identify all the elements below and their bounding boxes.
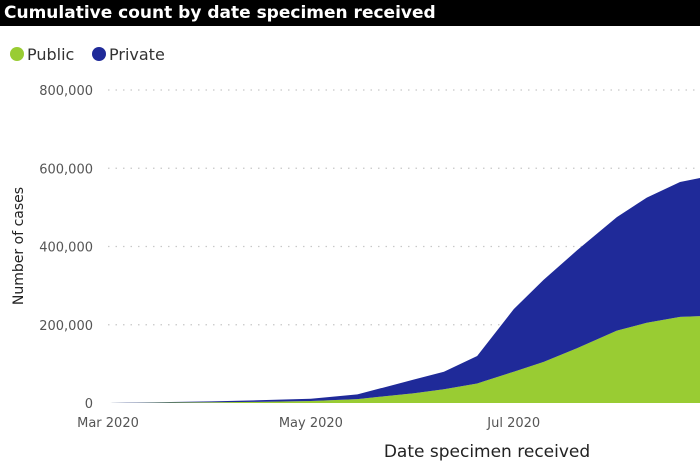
area-private <box>108 178 700 403</box>
y-tick-label: 200,000 <box>39 319 93 334</box>
y-axis-label: Number of cases <box>11 187 27 305</box>
y-tick-label: 600,000 <box>39 162 93 177</box>
title-bar: Cumulative count by date specimen receiv… <box>0 0 700 26</box>
area-public <box>108 316 700 403</box>
legend-label-private: Private <box>109 45 165 64</box>
x-tick-label: Jul 2020 <box>486 416 540 431</box>
x-tick-label: May 2020 <box>279 416 343 431</box>
legend: Public Private <box>10 45 165 64</box>
x-tick-label: Mar 2020 <box>77 416 139 431</box>
y-tick-label: 800,000 <box>39 84 93 99</box>
x-axis-label: Date specimen received <box>384 442 590 462</box>
y-tick-label: 0 <box>85 397 93 412</box>
gridlines <box>108 89 700 326</box>
area-series <box>108 178 700 403</box>
chart-title: Cumulative count by date specimen receiv… <box>4 3 436 23</box>
x-tick-labels: Mar 2020 May 2020 Jul 2020 <box>77 416 540 431</box>
legend-marker-public <box>10 47 24 61</box>
legend-marker-private <box>92 47 106 61</box>
legend-label-public: Public <box>27 45 74 64</box>
y-tick-labels: 0 200,000 400,000 600,000 800,000 <box>39 84 93 412</box>
y-tick-label: 400,000 <box>39 241 93 256</box>
